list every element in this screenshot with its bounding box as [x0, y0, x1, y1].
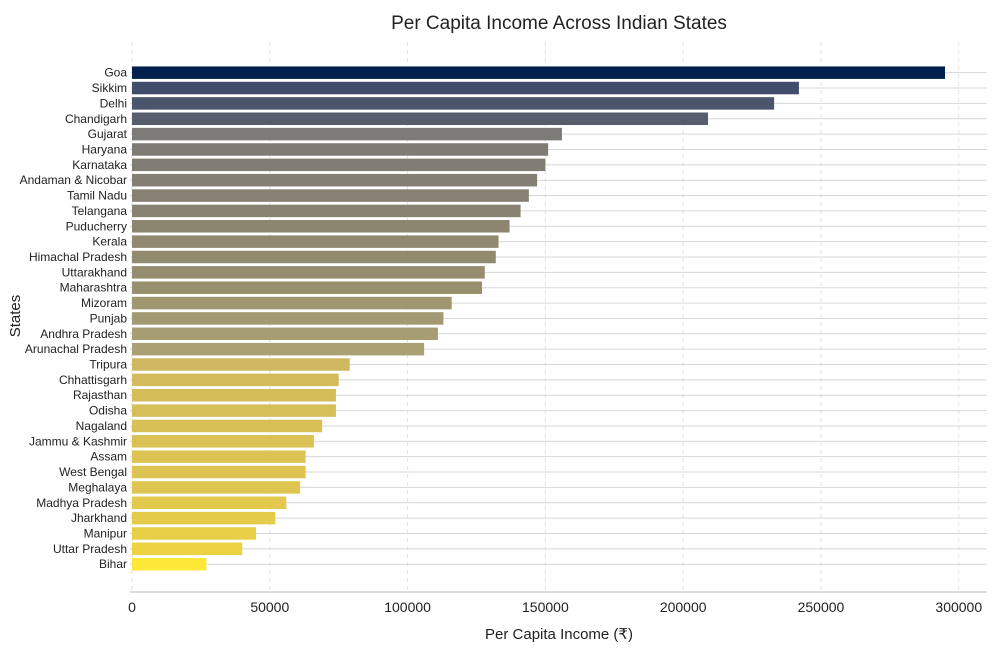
bar: [132, 358, 350, 371]
x-tick-label: 50000: [250, 599, 289, 615]
x-tick-label: 200000: [660, 599, 707, 615]
category-label: Haryana: [82, 142, 128, 156]
category-label: Kerala: [92, 235, 127, 249]
bar: [132, 496, 287, 510]
bar: [132, 173, 538, 187]
bar: [132, 435, 314, 448]
category-label: Manipur: [84, 526, 127, 540]
bar: [132, 404, 336, 417]
category-label: West Bengal: [59, 465, 127, 479]
category-label: Jharkhand: [71, 511, 127, 525]
bar: [132, 281, 483, 294]
x-tick-labels: 0 50000 100000 150000 200000 250000 300000: [128, 599, 982, 615]
bar: [132, 97, 775, 110]
bar: [132, 127, 562, 141]
bar: [132, 527, 257, 540]
bar: [132, 66, 945, 79]
bar: [132, 388, 336, 402]
category-label: Andaman & Nicobar: [20, 173, 127, 187]
category-label: Tamil Nadu: [67, 189, 127, 203]
bar: [132, 220, 510, 233]
x-tick-label: 300000: [935, 599, 982, 615]
category-label: Chandigarh: [65, 112, 127, 126]
bar: [132, 112, 708, 126]
x-tick-label: 100000: [384, 599, 431, 615]
bars: [132, 66, 945, 571]
bar: [132, 312, 444, 325]
category-label: Madhya Pradesh: [36, 496, 127, 510]
category-label: Nagaland: [76, 419, 127, 433]
category-label: Jammu & Kashmir: [29, 434, 127, 448]
category-label: Puducherry: [66, 219, 127, 233]
category-label: Chhattisgarh: [59, 373, 127, 387]
chart-title: Per Capita Income Across Indian States: [391, 13, 727, 34]
y-axis-label: States: [7, 295, 24, 338]
bar: [132, 143, 549, 156]
bar: [132, 266, 485, 279]
category-label: Goa: [104, 66, 127, 80]
x-axis-label: Per Capita Income (₹): [485, 626, 633, 643]
category-label: Delhi: [100, 96, 127, 110]
bar: [132, 542, 243, 556]
category-label: Assam: [90, 450, 127, 464]
x-tick-label: 0: [128, 599, 136, 615]
bar: [132, 481, 301, 494]
bar: [132, 158, 546, 172]
category-label: Andhra Pradesh: [40, 327, 127, 341]
bar: [132, 296, 452, 310]
category-label: Mizoram: [81, 296, 127, 310]
bar: [132, 327, 438, 341]
bar: [132, 419, 323, 433]
category-label: Himachal Pradesh: [29, 250, 127, 264]
category-label: Meghalaya: [68, 480, 127, 494]
bar: [132, 373, 339, 387]
bar: [132, 204, 521, 218]
category-label: Punjab: [90, 311, 128, 325]
bar: [132, 342, 425, 356]
x-tick-label: 150000: [522, 599, 569, 615]
bar: [132, 250, 496, 264]
category-label: Karnataka: [72, 158, 127, 172]
category-label: Arunachal Pradesh: [25, 342, 127, 356]
category-label: Rajasthan: [73, 388, 127, 402]
category-label: Tripura: [89, 358, 127, 372]
x-tick-label: 250000: [798, 599, 845, 615]
category-label: Uttar Pradesh: [53, 542, 127, 556]
category-label: Telangana: [72, 204, 128, 218]
bar: [132, 81, 799, 95]
bar: [132, 189, 529, 202]
category-label: Sikkim: [92, 81, 127, 95]
category-label: Uttarakhand: [62, 265, 127, 279]
bar: [132, 450, 306, 463]
category-label: Bihar: [99, 557, 127, 571]
bar: [132, 465, 306, 479]
bar: [132, 511, 276, 525]
bar: [132, 235, 499, 248]
category-label: Gujarat: [88, 127, 128, 141]
category-label: Odisha: [89, 404, 127, 418]
category-label: Maharashtra: [60, 281, 128, 295]
bar: [132, 557, 207, 571]
